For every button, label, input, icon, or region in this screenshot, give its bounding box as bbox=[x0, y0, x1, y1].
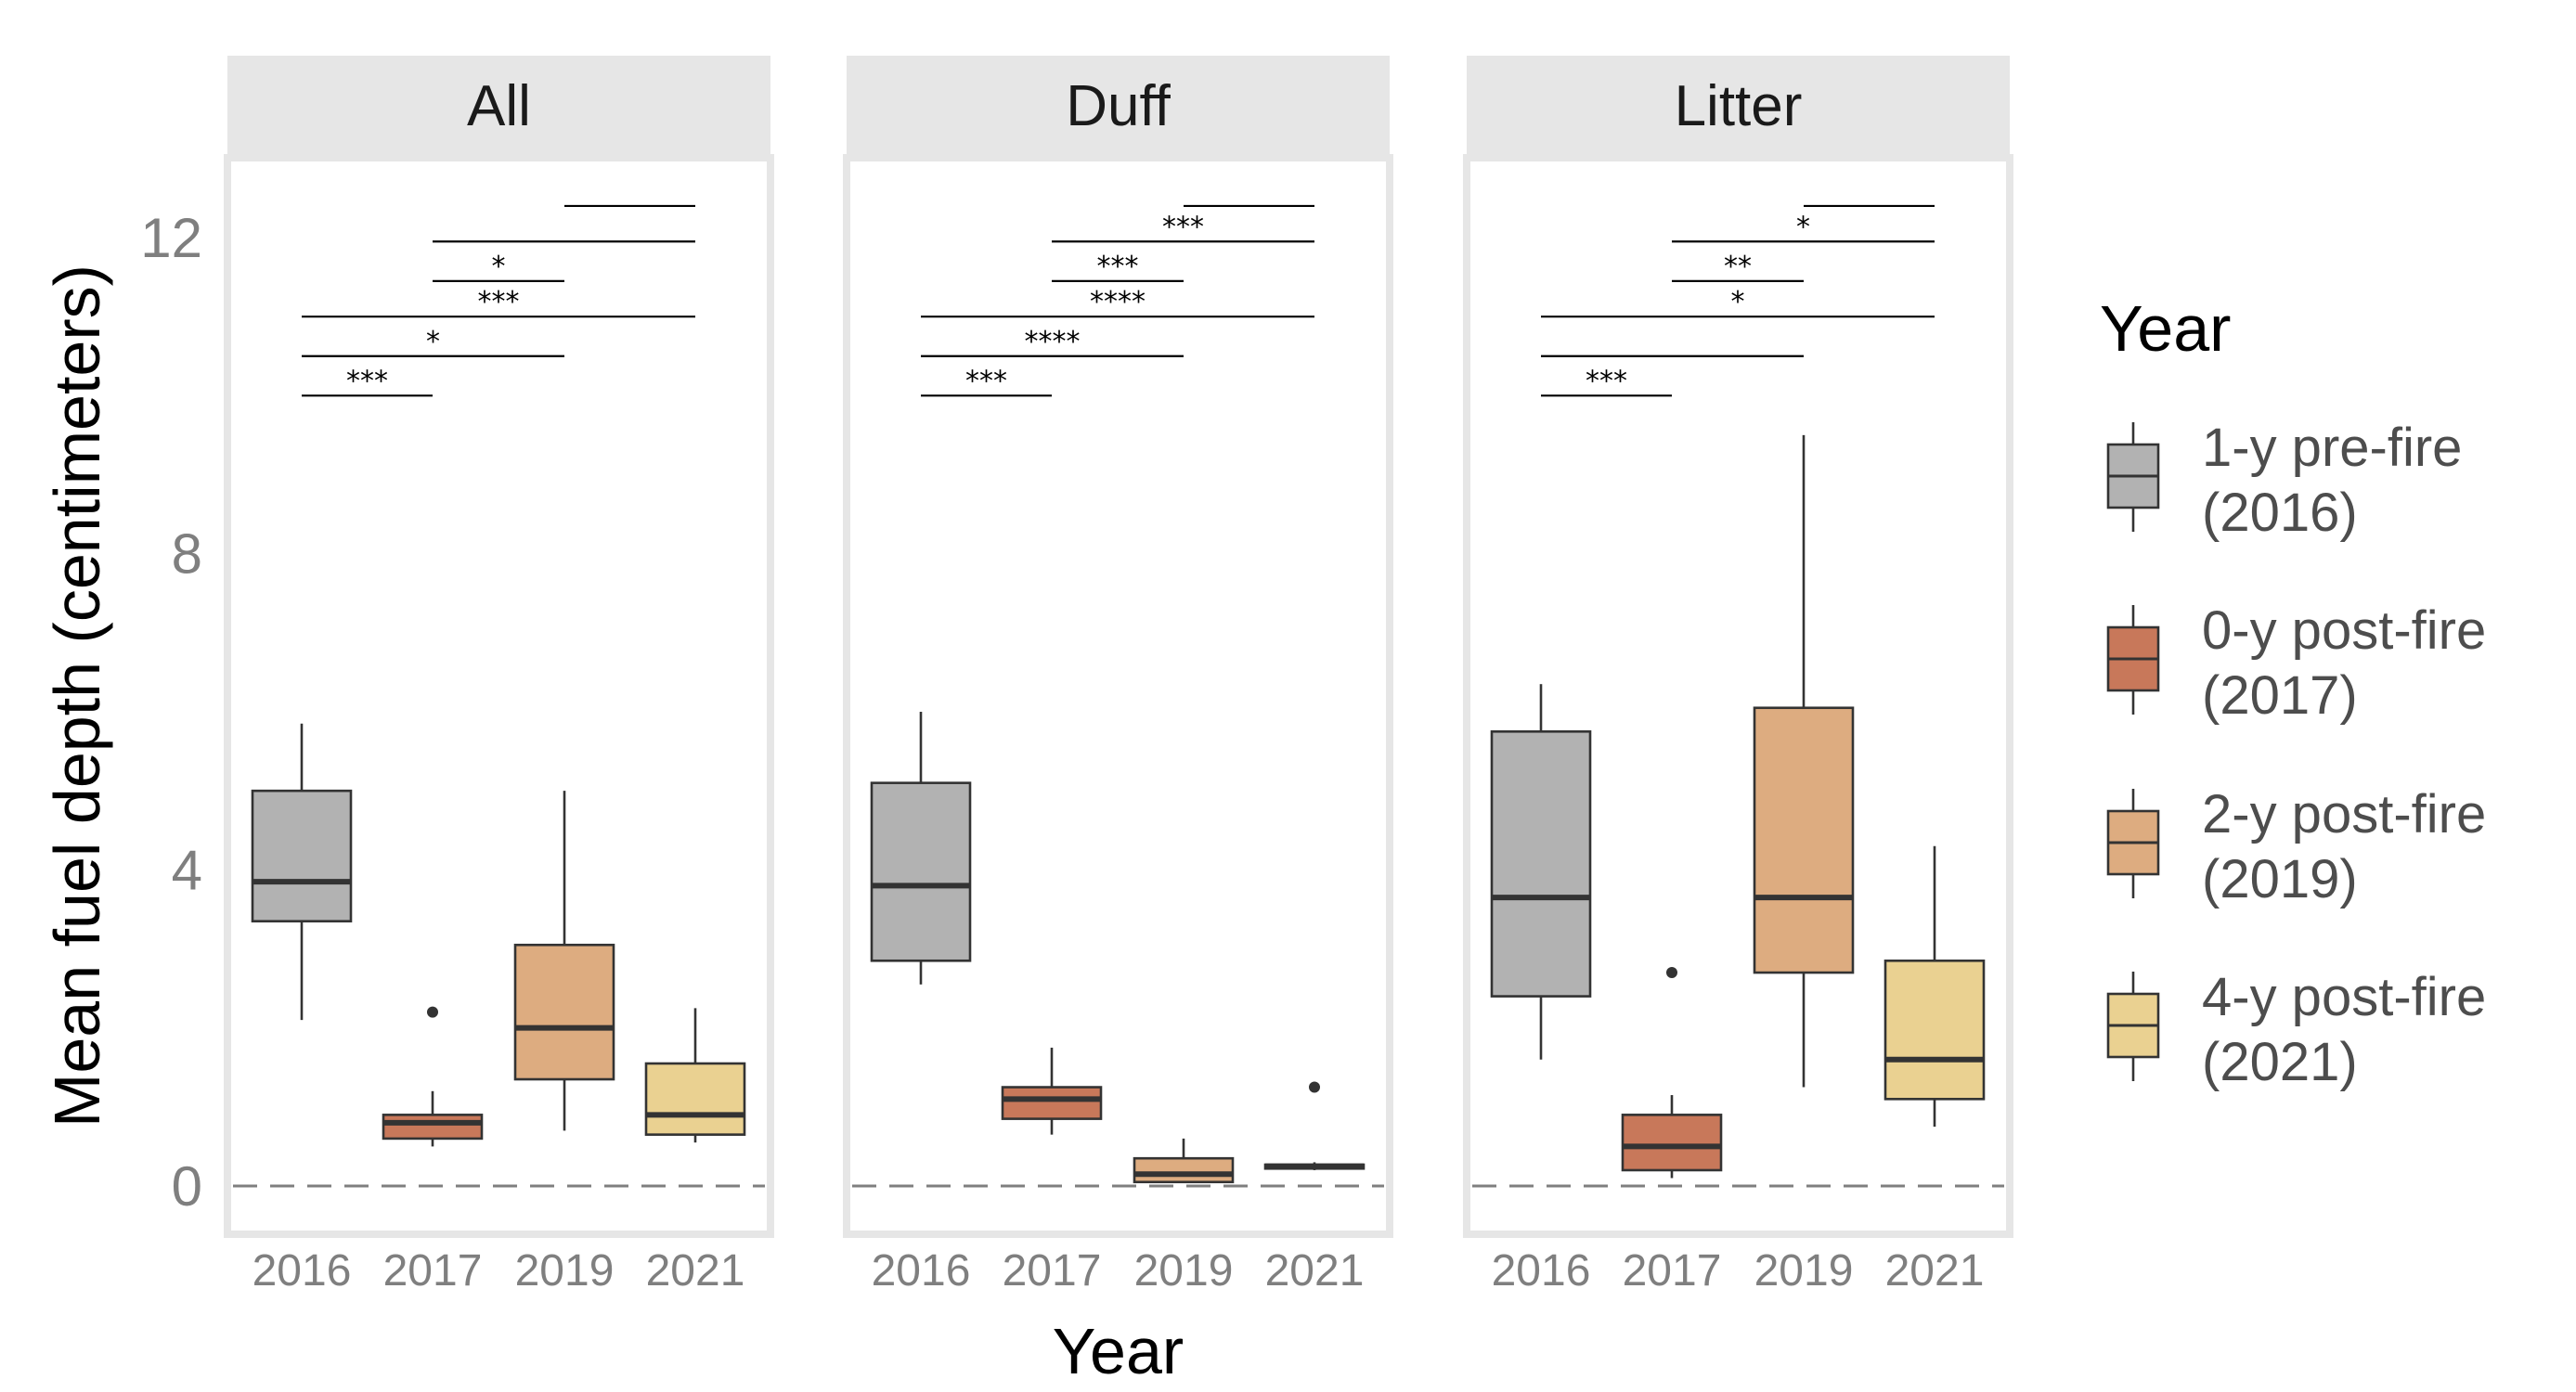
outlier-point bbox=[1309, 1081, 1320, 1093]
facet-strip-title: All bbox=[467, 74, 531, 138]
box-2016 bbox=[251, 723, 353, 1021]
x-tick-label: 2016 bbox=[1492, 1246, 1591, 1295]
x-tick-label: 2019 bbox=[1754, 1246, 1854, 1295]
x-tick-label: 2021 bbox=[1265, 1246, 1365, 1295]
y-tick-label: 4 bbox=[172, 839, 202, 901]
box-body bbox=[251, 789, 353, 922]
box-body bbox=[382, 1114, 484, 1141]
x-tick-label: 2019 bbox=[515, 1246, 615, 1295]
shared-axes: Mean fuel depth (centimeters) Year 0 4 8 12 bbox=[41, 207, 1184, 1387]
box-body bbox=[644, 1062, 746, 1136]
box-body bbox=[1001, 1086, 1103, 1120]
box-2017 bbox=[1621, 967, 1723, 1179]
y-tick-label: 8 bbox=[172, 523, 202, 586]
legend-item-2017: 0-y post-fire(2017) bbox=[2106, 600, 2486, 726]
facet-strip bbox=[847, 56, 1390, 158]
legend: Year 1-y pre-fire(2016)0-y post-fire(201… bbox=[2100, 292, 2486, 1092]
legend-label-line1: 1-y pre-fire bbox=[2202, 418, 2462, 478]
box-2017 bbox=[382, 1006, 484, 1147]
box-body bbox=[1133, 1156, 1235, 1184]
significance-label: *** bbox=[478, 286, 520, 318]
facet-strip-title: Duff bbox=[1066, 74, 1171, 138]
significance-label: *** bbox=[1586, 365, 1627, 397]
panels: All********2016 2017 2019 2021Duff*********… bbox=[224, 56, 2013, 1295]
significance-label: ** bbox=[1724, 251, 1752, 283]
box-2019 bbox=[1133, 1138, 1235, 1184]
box-body bbox=[1753, 706, 1855, 974]
x-tick-label: 2019 bbox=[1134, 1246, 1234, 1295]
box-2021 bbox=[1263, 1081, 1366, 1170]
legend-label-line2: (2017) bbox=[2202, 665, 2358, 726]
box-2016 bbox=[870, 712, 972, 985]
legend-item-2019: 2-y post-fire(2019) bbox=[2106, 784, 2486, 909]
legend-label-line1: 4-y post-fire bbox=[2202, 967, 2486, 1027]
y-tick-label: 12 bbox=[140, 207, 202, 269]
box-body bbox=[1883, 959, 1986, 1101]
facet-panel-litter: Litter*******2016 2017 2019 2021 bbox=[1463, 56, 2013, 1295]
box-body bbox=[1621, 1114, 1723, 1172]
x-tick-label: 2016 bbox=[872, 1246, 971, 1295]
facet-panel-duff: Duff*****************2016 2017 2019 2021 bbox=[843, 56, 1393, 1295]
significance-label: **** bbox=[1025, 326, 1081, 358]
x-tick-label: 2021 bbox=[1885, 1246, 1985, 1295]
legend-label-line1: 2-y post-fire bbox=[2202, 784, 2486, 844]
legend-label-line2: (2021) bbox=[2202, 1032, 2358, 1092]
x-tick-label: 2017 bbox=[1003, 1246, 1102, 1295]
legend-label-line2: (2016) bbox=[2202, 483, 2358, 543]
x-tick-label: 2017 bbox=[1623, 1246, 1722, 1295]
box-2016 bbox=[1490, 684, 1592, 1060]
box-body bbox=[870, 781, 972, 962]
significance-label: * bbox=[1796, 211, 1810, 243]
legend-item-2016: 1-y pre-fire(2016) bbox=[2106, 418, 2462, 543]
significance-label: *** bbox=[346, 365, 388, 397]
x-tick-label: 2017 bbox=[383, 1246, 483, 1295]
legend-label-line2: (2019) bbox=[2202, 849, 2358, 909]
box-body bbox=[1490, 729, 1592, 998]
box-2019 bbox=[513, 791, 615, 1131]
box-2017 bbox=[1001, 1047, 1103, 1135]
outlier-point bbox=[1666, 967, 1677, 979]
y-tick-label: 0 bbox=[172, 1155, 202, 1218]
facet-strip-title: Litter bbox=[1675, 74, 1803, 138]
y-axis-title: Mean fuel depth (centimeters) bbox=[41, 264, 113, 1128]
significance-label: *** bbox=[1162, 211, 1204, 243]
panel-background bbox=[843, 154, 1393, 1238]
x-axis-title: Year bbox=[1053, 1315, 1184, 1387]
facet-panel-all: All********2016 2017 2019 2021 bbox=[224, 56, 774, 1295]
facet-strip bbox=[227, 56, 770, 158]
box-body bbox=[513, 943, 615, 1081]
box-2021 bbox=[1883, 845, 1986, 1128]
box-2019 bbox=[1753, 434, 1855, 1088]
significance-label: * bbox=[1731, 286, 1745, 318]
significance-label: *** bbox=[1097, 251, 1139, 283]
legend-label-line1: 0-y post-fire bbox=[2202, 600, 2486, 661]
significance-label: **** bbox=[1090, 286, 1146, 318]
outlier-point bbox=[427, 1006, 438, 1018]
legend-title: Year bbox=[2100, 292, 2231, 365]
significance-label: * bbox=[426, 326, 440, 358]
legend-item-2021: 4-y post-fire(2021) bbox=[2106, 967, 2486, 1092]
x-tick-label: 2021 bbox=[646, 1246, 745, 1295]
significance-label: * bbox=[492, 251, 506, 283]
box-2021 bbox=[644, 1008, 746, 1143]
facet-strip bbox=[1467, 56, 2010, 158]
panel-background bbox=[224, 154, 774, 1238]
significance-label: *** bbox=[965, 365, 1007, 397]
x-tick-label: 2016 bbox=[252, 1246, 352, 1295]
